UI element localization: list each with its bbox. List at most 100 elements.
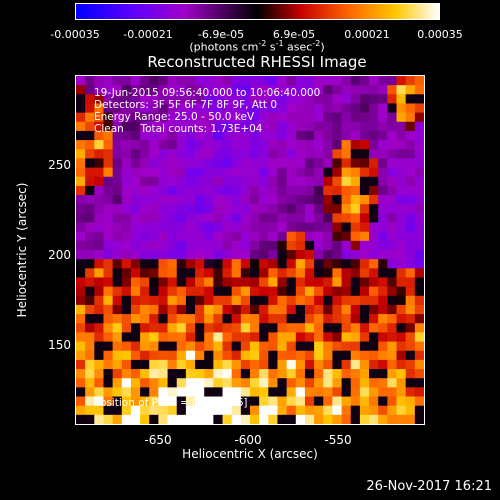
heatmap-cell: [112, 103, 123, 114]
heatmap-cell: [204, 405, 214, 416]
heatmap-cell: [240, 240, 251, 251]
heatmap-cell: [387, 286, 398, 297]
heatmap-cell: [231, 130, 242, 141]
heatmap-cell: [85, 167, 95, 178]
colorbar-units: (photons cm-2 s-1 asec-2): [189, 39, 325, 54]
heatmap-cell: [94, 359, 105, 370]
heatmap-cell: [76, 414, 86, 424]
heatmap-cell: [341, 387, 352, 398]
heatmap-cell: [195, 167, 205, 178]
heatmap-cell: [130, 359, 141, 370]
heatmap-cell: [250, 323, 260, 334]
heatmap-cell: [240, 250, 251, 260]
heatmap-cell: [76, 323, 86, 334]
heatmap-cell: [259, 195, 269, 205]
heatmap-cell: [286, 149, 297, 160]
heatmap-cell: [369, 158, 379, 169]
heatmap-cell: [149, 231, 160, 242]
heatmap-cell: [231, 140, 242, 150]
heatmap-cell: [195, 323, 205, 334]
heatmap-cell: [85, 121, 95, 132]
heatmap-cell: [341, 204, 352, 214]
heatmap-cell: [158, 158, 169, 169]
heatmap-cell: [85, 405, 95, 416]
heatmap-cell: [378, 405, 388, 416]
heatmap-cell: [76, 185, 86, 196]
heatmap-cell: [140, 195, 150, 205]
heatmap-cell: [369, 94, 379, 105]
heatmap-cell: [222, 222, 233, 233]
heatmap-cell: [130, 204, 141, 214]
colorbar-tick-label: 0.00035: [417, 28, 463, 41]
heatmap-cell: [112, 350, 123, 361]
heatmap-cell: [295, 149, 306, 160]
heatmap-cell: [396, 304, 407, 315]
heatmap-cell: [222, 94, 233, 105]
heatmap-cell: [103, 268, 114, 279]
heatmap-cell: [369, 213, 379, 224]
heatmap-cell: [387, 130, 398, 141]
heatmap-cell: [185, 130, 196, 141]
heatmap-cell: [304, 405, 315, 416]
heatmap-cell: [158, 359, 169, 370]
heatmap-cell: [286, 85, 297, 95]
heatmap-cell: [268, 304, 279, 315]
heatmap-cell: [158, 140, 169, 150]
heatmap-cell: [378, 112, 388, 123]
chart-title: Reconstructed RHESSI Image: [147, 53, 367, 71]
heatmap-cell: [259, 268, 269, 279]
heatmap-cell: [277, 240, 288, 251]
heatmap-cell: [378, 103, 388, 114]
heatmap-cell: [387, 167, 398, 178]
heatmap-cell: [369, 195, 379, 205]
heatmap-cell: [85, 304, 95, 315]
heatmap-cell: [250, 369, 260, 379]
heatmap-cell: [268, 185, 279, 196]
heatmap-cell: [167, 286, 178, 297]
heatmap-cell: [158, 323, 169, 334]
heatmap-cell: [369, 259, 379, 269]
heatmap-cell: [112, 185, 123, 196]
heatmap-cell: [250, 295, 260, 306]
heatmap-cell: [369, 378, 379, 388]
heatmap-cell: [76, 250, 86, 260]
annotation-energy-range: Energy Range: 25.0 - 50.0 keV: [94, 111, 255, 123]
heatmap-cell: [240, 213, 251, 224]
heatmap-cell: [304, 387, 315, 398]
heatmap-cell: [140, 369, 150, 379]
heatmap-cell: [121, 405, 132, 416]
heatmap-cell: [323, 222, 334, 233]
heatmap-cell: [185, 103, 196, 114]
heatmap-cell: [396, 85, 407, 95]
heatmap-cell: [414, 121, 424, 132]
heatmap-cell: [167, 185, 178, 196]
heatmap-cell: [158, 85, 169, 95]
heatmap-cell: [304, 369, 315, 379]
heatmap-cell: [268, 359, 279, 370]
heatmap-cell: [286, 140, 297, 150]
heatmap-cell: [85, 185, 95, 196]
heatmap-cell: [314, 204, 324, 214]
heatmap-cell: [94, 259, 105, 269]
heatmap-cell: [130, 140, 141, 150]
heatmap-cell: [94, 396, 105, 407]
heatmap-cell: [359, 259, 370, 269]
heatmap-cell: [158, 103, 169, 114]
heatmap-cell: [414, 304, 424, 315]
heatmap-cell: [130, 314, 141, 324]
heatmap-cell: [277, 158, 288, 169]
heatmap-cell: [149, 396, 160, 407]
heatmap-cell: [195, 112, 205, 123]
heatmap-cell: [286, 359, 297, 370]
heatmap-cell: [332, 277, 343, 288]
heatmap-cell: [259, 140, 269, 150]
heatmap-cell: [176, 350, 187, 361]
heatmap-cell: [222, 341, 233, 352]
heatmap-cell: [94, 314, 105, 324]
heatmap-cell: [268, 323, 279, 334]
heatmap-cell: [359, 195, 370, 205]
heatmap-cell: [295, 240, 306, 251]
heatmap-cell: [414, 332, 424, 343]
heatmap-cell: [240, 304, 251, 315]
heatmap-cell: [204, 295, 214, 306]
